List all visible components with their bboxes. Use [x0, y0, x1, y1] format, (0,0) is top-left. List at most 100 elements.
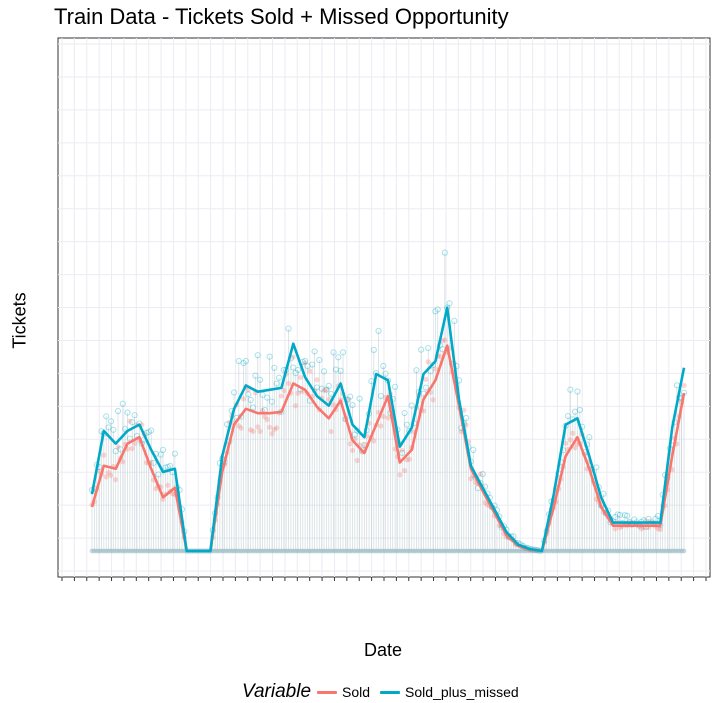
data-point-sold [293, 403, 299, 409]
data-point-sold-plus-missed [427, 368, 434, 375]
data-point-sold-plus-missed [382, 370, 389, 377]
data-point-sold [655, 526, 661, 532]
data-point-sold-plus-missed [470, 446, 477, 453]
data-point-sold-plus-missed [294, 366, 302, 374]
data-point-sold [347, 441, 353, 447]
series-line-sold-plus-missed [90, 306, 686, 553]
data-point-sold-plus-missed [370, 346, 377, 354]
legend-item-sold: Sold [317, 684, 370, 700]
data-point-sold [238, 425, 244, 431]
data-point-sold-plus-missed [616, 511, 624, 519]
data-point-sold [250, 428, 256, 434]
data-point-sold [432, 366, 438, 372]
data-point-sold [281, 387, 287, 394]
data-point-sold [103, 474, 109, 480]
data-point-sold [240, 396, 247, 402]
data-point-sold-plus-missed [392, 383, 399, 390]
data-point-sold-plus-missed [252, 372, 259, 379]
data-point-sold-plus-missed [268, 398, 276, 405]
data-point-sold [330, 402, 337, 408]
data-point-sold-plus-missed [107, 418, 115, 425]
data-point-sold-plus-missed [401, 409, 408, 417]
data-point-sold-plus-missed [117, 446, 124, 453]
data-point-sold [259, 407, 266, 413]
data-point-sold-plus-missed [292, 369, 299, 377]
data-point-sold-plus-missed [245, 391, 252, 398]
data-point-sold-plus-missed [586, 434, 593, 441]
data-point-sold-plus-missed [479, 471, 486, 478]
data-point-sold [269, 431, 275, 437]
data-point-sold-plus-missed [339, 349, 347, 356]
data-point-sold [307, 368, 313, 374]
data-point-sold [399, 447, 405, 454]
data-point-sold [153, 485, 159, 492]
data-point-sold [113, 477, 119, 483]
data-point-sold-plus-missed [302, 357, 309, 365]
data-point-sold [397, 472, 403, 478]
data-point-sold [425, 359, 431, 365]
data-point-sold-plus-missed [425, 344, 432, 352]
data-point-sold-plus-missed [446, 300, 453, 307]
data-point-sold-plus-missed [574, 388, 581, 395]
data-point-sold-plus-missed [148, 427, 155, 434]
data-point-sold-plus-missed [356, 395, 363, 402]
data-point-sold [278, 393, 285, 399]
data-point-sold [248, 427, 254, 433]
data-point-sold [361, 442, 367, 448]
data-point-sold-plus-missed [576, 406, 583, 414]
data-point-sold-plus-missed [349, 401, 356, 409]
data-point-sold [274, 425, 280, 431]
data-point-sold [570, 430, 576, 436]
data-point-sold-plus-missed [418, 346, 425, 353]
data-point-sold-plus-missed [377, 392, 384, 400]
data-point-sold [468, 476, 474, 482]
data-point-sold-plus-missed [235, 357, 242, 365]
data-point-sold [169, 491, 176, 497]
data-point-sold-plus-missed [408, 402, 415, 409]
data-point-sold [567, 437, 573, 443]
data-point-sold-plus-missed [335, 354, 342, 361]
data-point-sold [371, 438, 377, 444]
data-point-sold-plus-missed [242, 357, 250, 365]
data-point-sold [267, 424, 273, 430]
data-point-sold [423, 376, 429, 383]
data-point-sold [236, 423, 242, 429]
data-point-sold [323, 386, 330, 393]
data-point-sold [437, 353, 443, 359]
data-point-sold-plus-missed [103, 413, 110, 420]
data-point-sold [563, 440, 569, 446]
data-point-sold-plus-missed [316, 356, 323, 364]
data-point-sold-plus-missed [119, 400, 126, 407]
data-point-sold [285, 380, 292, 386]
legend-title: Variable [242, 681, 312, 702]
data-point-sold [105, 470, 112, 476]
data-point-sold [482, 500, 488, 506]
data-point-sold [612, 526, 618, 532]
data-point-sold-plus-missed [157, 451, 164, 458]
data-point-sold-plus-missed [129, 419, 136, 426]
data-point-sold [129, 445, 135, 452]
data-point-sold-plus-missed [325, 382, 332, 389]
chart-title: Train Data - Tickets Sold + Missed Oppor… [54, 4, 509, 29]
data-point-sold [132, 440, 138, 447]
data-point-sold-plus-missed [271, 364, 278, 371]
data-point-sold-plus-missed [311, 348, 318, 355]
data-point-sold-plus-missed [571, 408, 579, 415]
data-point-sold [160, 496, 166, 502]
legend-key-sold-plus-missed [380, 690, 401, 694]
data-point-sold [120, 459, 126, 465]
legend-item-sold-plus-missed: Sold_plus_missed [380, 684, 519, 700]
data-point-sold-plus-missed [612, 513, 619, 521]
data-point-sold-plus-missed [403, 421, 411, 428]
data-point-sold [572, 445, 578, 451]
data-point-sold-plus-missed [131, 412, 138, 419]
data-point-sold-plus-missed [434, 306, 441, 313]
data-point-sold [321, 387, 327, 393]
data-point-sold-plus-missed [351, 431, 358, 438]
data-point-sold [681, 382, 687, 389]
data-point-sold-plus-missed [167, 462, 174, 469]
data-point-sold [295, 390, 301, 396]
data-point-sold-plus-missed [171, 450, 178, 457]
data-point-sold-plus-missed [264, 394, 271, 401]
